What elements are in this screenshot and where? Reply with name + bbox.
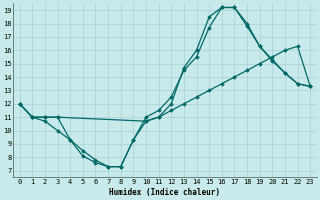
X-axis label: Humidex (Indice chaleur): Humidex (Indice chaleur)	[109, 188, 220, 197]
